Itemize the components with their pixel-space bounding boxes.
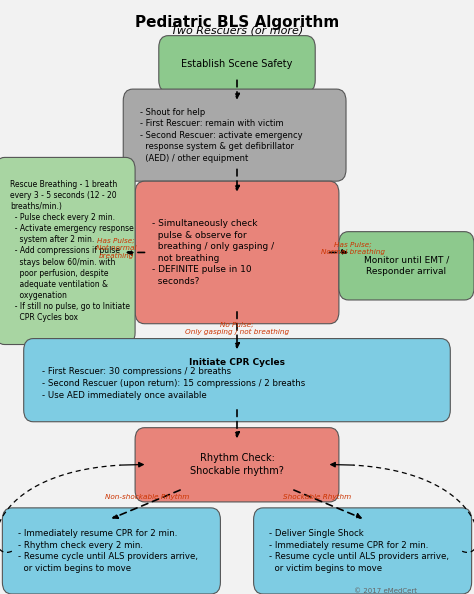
Text: - First Rescuer: 30 compressions / 2 breaths
- Second Rescuer (upon return): 15 : - First Rescuer: 30 compressions / 2 bre…: [42, 367, 305, 400]
Text: Non-shockable Rhythm: Non-shockable Rhythm: [105, 494, 189, 500]
FancyBboxPatch shape: [0, 157, 135, 345]
Text: Has Pulse;
Normal breathing: Has Pulse; Normal breathing: [321, 242, 385, 255]
FancyBboxPatch shape: [159, 36, 315, 92]
FancyBboxPatch shape: [135, 181, 339, 324]
Text: © 2017 eMedCert: © 2017 eMedCert: [354, 588, 417, 594]
Text: Monitor until EMT /
Responder arrival: Monitor until EMT / Responder arrival: [364, 255, 449, 276]
FancyBboxPatch shape: [123, 89, 346, 181]
Text: Rhythm Check:
Shockable rhythm?: Rhythm Check: Shockable rhythm?: [190, 453, 284, 476]
Text: - Immediately resume CPR for 2 min.
- Rhythm check every 2 min.
- Resume cycle u: - Immediately resume CPR for 2 min. - Rh…: [18, 529, 198, 573]
Text: Two Rescuers (or more): Two Rescuers (or more): [171, 26, 303, 36]
Text: - Simultaneously check
  pulse & observe for
  breathing / only gasping /
  not : - Simultaneously check pulse & observe f…: [152, 219, 274, 286]
Text: No Pulse;
Only gasping / not breathing: No Pulse; Only gasping / not breathing: [185, 321, 289, 334]
FancyBboxPatch shape: [339, 232, 474, 300]
Text: Initiate CPR Cycles: Initiate CPR Cycles: [189, 358, 285, 367]
FancyBboxPatch shape: [2, 508, 220, 594]
FancyBboxPatch shape: [24, 339, 450, 422]
Text: Shockable Rhythm: Shockable Rhythm: [283, 494, 352, 500]
Text: Pediatric BLS Algorithm: Pediatric BLS Algorithm: [135, 15, 339, 30]
Text: Rescue Breathing - 1 breath
every 3 - 5 seconds (12 - 20
breaths/min.)
  - Pulse: Rescue Breathing - 1 breath every 3 - 5 …: [10, 180, 134, 322]
Text: Establish Scene Safety: Establish Scene Safety: [182, 59, 292, 69]
Text: - Deliver Single Shock
- Immediately resume CPR for 2 min.
- Resume cycle until : - Deliver Single Shock - Immediately res…: [269, 529, 449, 573]
FancyBboxPatch shape: [254, 508, 472, 594]
FancyBboxPatch shape: [135, 428, 339, 502]
Text: - Shout for help
- First Rescuer: remain with victim
- Second Rescuer: activate : - Shout for help - First Rescuer: remain…: [140, 108, 302, 163]
Text: Has Pulse;
Not normal
breathing: Has Pulse; Not normal breathing: [96, 238, 137, 258]
